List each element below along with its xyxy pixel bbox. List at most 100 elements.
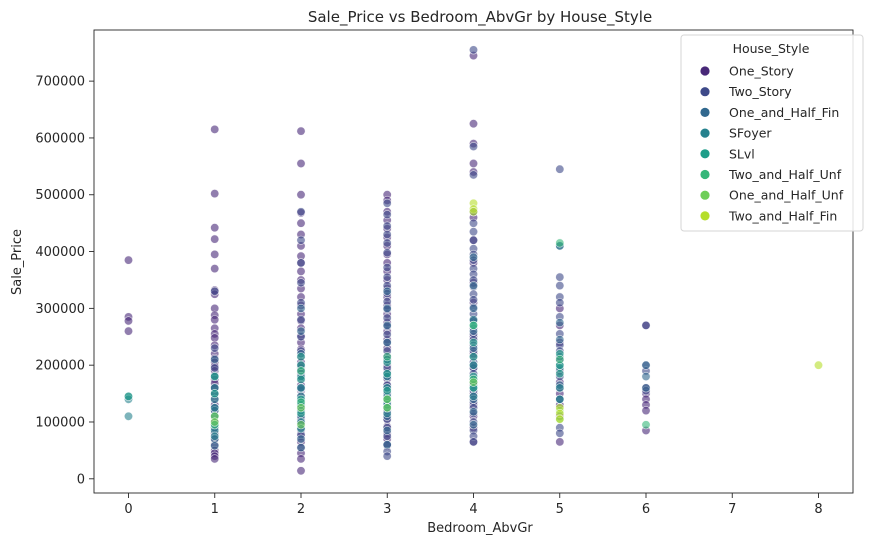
plot-area <box>93 29 854 494</box>
data-point <box>296 278 306 288</box>
data-point <box>382 272 392 282</box>
legend-marker <box>700 190 710 200</box>
data-point <box>210 454 220 464</box>
data-point <box>382 440 392 450</box>
data-point <box>555 272 565 282</box>
data-point <box>555 281 565 291</box>
y-tick-label: 600000 <box>35 131 85 146</box>
data-point <box>468 170 478 180</box>
legend-marker <box>700 149 710 159</box>
data-point <box>210 264 220 274</box>
data-point <box>468 218 478 228</box>
data-point <box>555 437 565 447</box>
data-point <box>813 360 823 370</box>
legend-marker <box>700 169 710 180</box>
data-point <box>382 403 392 413</box>
data-point <box>468 352 478 362</box>
data-point <box>382 221 392 231</box>
data-point <box>296 218 306 228</box>
data-point <box>468 119 478 129</box>
data-point <box>468 142 478 152</box>
legend-item: One_and_Half_Fin <box>700 105 839 120</box>
legend-item: SFoyer <box>700 126 772 141</box>
data-point <box>296 159 306 169</box>
data-point <box>296 383 306 393</box>
data-point <box>555 164 565 174</box>
data-point <box>641 360 651 370</box>
legend-item: One_and_Half_Unf <box>700 188 844 203</box>
data-point <box>468 377 478 387</box>
y-tick-label: 0 <box>77 472 85 487</box>
data-point <box>296 454 306 464</box>
data-point <box>468 235 478 245</box>
data-point <box>382 386 392 396</box>
x-tick-label: 0 <box>124 502 132 517</box>
legend-marker <box>700 107 710 117</box>
data-point <box>382 352 392 362</box>
data-point <box>382 329 392 339</box>
data-point <box>468 303 478 313</box>
data-point <box>296 258 306 268</box>
legend-label: SFoyer <box>729 126 772 141</box>
data-point <box>468 337 478 347</box>
data-point <box>124 316 134 326</box>
data-point <box>210 124 220 134</box>
data-point <box>641 320 651 330</box>
data-point <box>382 210 392 220</box>
legend-item: Two_and_Half_Unf <box>700 167 842 182</box>
data-point <box>210 343 220 353</box>
data-point <box>296 315 306 325</box>
data-point <box>210 403 220 413</box>
data-point <box>555 298 565 308</box>
data-point <box>296 466 306 476</box>
legend-label: One_Story <box>729 64 794 79</box>
legend-title: House_Style <box>733 41 810 56</box>
data-point <box>555 238 565 248</box>
legend-label: Two_and_Half_Unf <box>728 167 842 182</box>
legend-item: Two_Story <box>700 84 792 99</box>
y-tick-label: 700000 <box>35 75 85 90</box>
x-tick-label: 8 <box>814 502 822 517</box>
legend-entries: One_Story Two_Story One_and_Half_Fin SFoyer… <box>700 64 844 223</box>
legend-item: SLvl <box>700 146 755 161</box>
data-point <box>210 315 220 325</box>
data-point <box>296 326 306 336</box>
data-point <box>468 360 478 370</box>
series-SFoyer <box>124 241 565 441</box>
x-tick-label: 7 <box>728 502 736 517</box>
data-point <box>296 207 306 217</box>
data-point <box>296 443 306 453</box>
data-point <box>382 248 392 258</box>
series-SLvl <box>124 320 565 421</box>
y-tick-label: 300000 <box>35 302 85 317</box>
data-point <box>124 326 134 336</box>
data-point <box>382 394 392 404</box>
data-point <box>210 223 220 233</box>
legend-item: One_Story <box>700 64 794 79</box>
data-point <box>296 126 306 136</box>
data-point <box>124 255 134 265</box>
data-point <box>296 190 306 200</box>
data-point <box>555 354 565 364</box>
data-point <box>468 227 478 237</box>
data-point <box>296 434 306 444</box>
data-point <box>296 303 306 313</box>
data-point <box>296 266 306 276</box>
data-point <box>555 318 565 328</box>
legend-marker <box>700 211 710 221</box>
data-point <box>468 407 478 417</box>
data-point <box>641 383 651 393</box>
data-point <box>382 303 392 313</box>
legend-label: One_and_Half_Unf <box>729 188 844 203</box>
data-point <box>210 441 220 451</box>
legend-label: Two_and_Half_Fin <box>728 208 837 223</box>
data-point <box>555 428 565 438</box>
data-point <box>382 337 392 347</box>
data-point <box>296 366 306 376</box>
data-point <box>468 437 478 447</box>
y-axis-ticks: 0 100000 200000 300000 400000 500000 600000 700… <box>35 75 94 487</box>
x-tick-label: 5 <box>556 502 564 517</box>
data-point <box>124 391 134 401</box>
